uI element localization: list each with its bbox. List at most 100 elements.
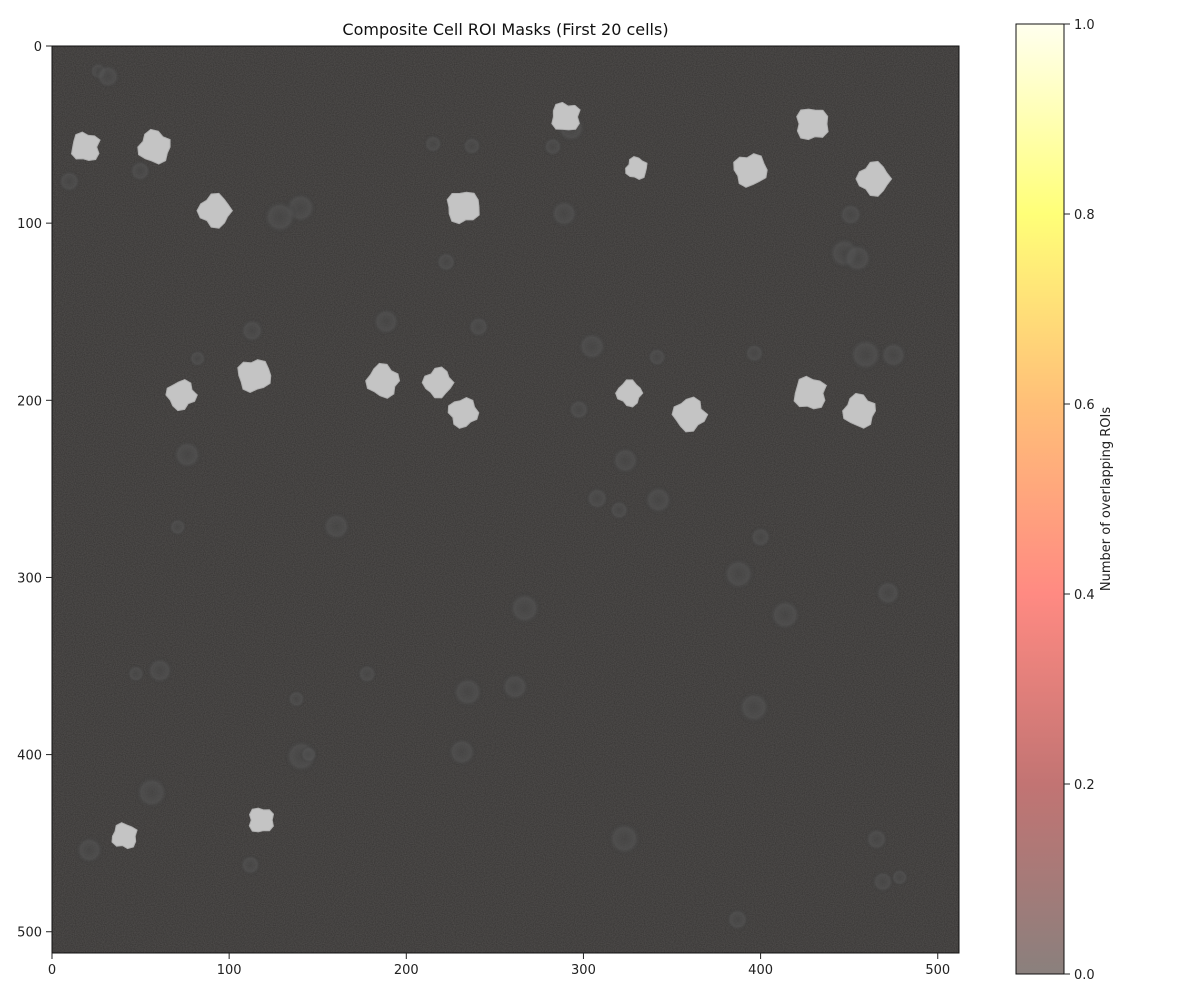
background-cell [864,827,889,852]
roi-mask-19 [842,392,877,429]
background-cell [461,135,483,157]
background-cell [584,486,610,511]
roi-mask-1 [70,131,101,162]
background-cell [576,330,608,362]
background-cell [838,201,864,228]
background-cell [768,597,803,632]
y-tick-label: 100 [17,217,42,232]
roi-mask-12 [551,101,581,131]
background-cell [736,690,772,725]
background-cell [188,349,207,368]
background-cell [890,867,910,887]
background-cell [743,342,766,364]
colorbar-tick-label: 0.0 [1074,968,1095,983]
background-cell [878,340,909,370]
y-tick-label: 0 [34,40,42,55]
roi-mask-11 [446,191,480,225]
background-cell [74,835,105,866]
background-cell [321,510,352,542]
colorbar-tick-label: 1.0 [1074,18,1095,33]
roi-mask-8 [365,362,401,399]
y-tick-label: 500 [17,926,42,941]
colorbar-tick-label: 0.4 [1074,588,1095,603]
roi-mask-14 [615,379,644,408]
background-cell [239,317,265,344]
background-cell [435,250,458,274]
background-cell [356,663,378,685]
colorbar-label: Number of overlapping ROIs [1099,407,1114,591]
colorbar: 0.0 0.2 0.4 0.6 0.8 1.0 Number of overlapping… [1015,18,1114,983]
roi-mask-18 [793,375,828,410]
background-cell [725,907,750,932]
roi-mask-7 [111,822,138,850]
colorbar-tick-label: 0.2 [1074,778,1095,793]
background-cell [608,499,630,521]
background-cell [549,198,580,229]
y-tick-label: 300 [17,571,42,586]
background-cell [261,198,298,235]
background-cell [499,671,531,702]
x-tick-label: 0 [48,963,56,978]
colorbar-ticks: 0.0 0.2 0.4 0.6 0.8 1.0 [1064,18,1095,983]
background-cell [542,136,564,157]
background-cell [871,869,895,894]
roi-mask-4 [165,378,198,412]
background-cell [94,63,121,90]
background-cell [610,445,641,476]
x-axis: 0 100 200 300 400 500 [48,953,950,978]
roi-mask-2 [137,128,171,165]
background-cell [371,306,401,337]
background-cell [507,590,543,626]
background-cells [57,61,910,932]
background-cell [466,315,491,339]
colorbar-tick-label: 0.8 [1074,208,1095,223]
background-cell [134,774,170,810]
background-cell [57,169,82,194]
background-cell [286,689,307,709]
background-cell [299,745,319,764]
background-cell [721,556,756,592]
roi-mask-9 [421,366,455,399]
background-cell [642,484,674,516]
x-tick-label: 100 [217,963,242,978]
roi-mask-17 [796,108,829,141]
roi-mask-16 [733,153,768,188]
y-tick-label: 200 [17,394,42,409]
y-axis: 0 100 200 300 400 500 [17,40,52,941]
background-cell [567,398,591,422]
background-cell [874,578,902,607]
roi-masks [70,101,893,850]
background-cell [748,525,773,549]
roi-mask-10 [447,397,480,429]
background-cell [171,439,203,471]
background-cell [145,656,175,685]
image-area [51,45,960,954]
x-tick-label: 300 [571,963,596,978]
background-cell [841,242,874,275]
roi-mask-5 [237,359,272,394]
background-cell [446,736,478,768]
background-cell [168,517,188,537]
x-tick-label: 500 [925,963,950,978]
background-cell [451,675,485,709]
roi-mask-13 [625,156,648,180]
x-tick-label: 200 [394,963,419,978]
background-cell [847,336,884,373]
background-cell [126,664,146,684]
background-cell [239,853,262,877]
chart-title: Composite Cell ROI Masks (First 20 cells… [342,20,669,39]
image-frame [51,45,960,954]
background-cell [646,346,668,368]
background-cell [128,159,152,183]
colorbar-gradient [1015,23,1065,975]
roi-mask-15 [671,396,709,433]
colorbar-tick-label: 0.6 [1074,398,1095,413]
roi-mask-3 [196,192,234,229]
background-cell [606,820,643,857]
roi-mask-20 [855,160,893,197]
image-noise [52,46,959,953]
x-tick-label: 400 [748,963,773,978]
background-cell [422,133,444,155]
roi-mask-6 [248,807,275,833]
